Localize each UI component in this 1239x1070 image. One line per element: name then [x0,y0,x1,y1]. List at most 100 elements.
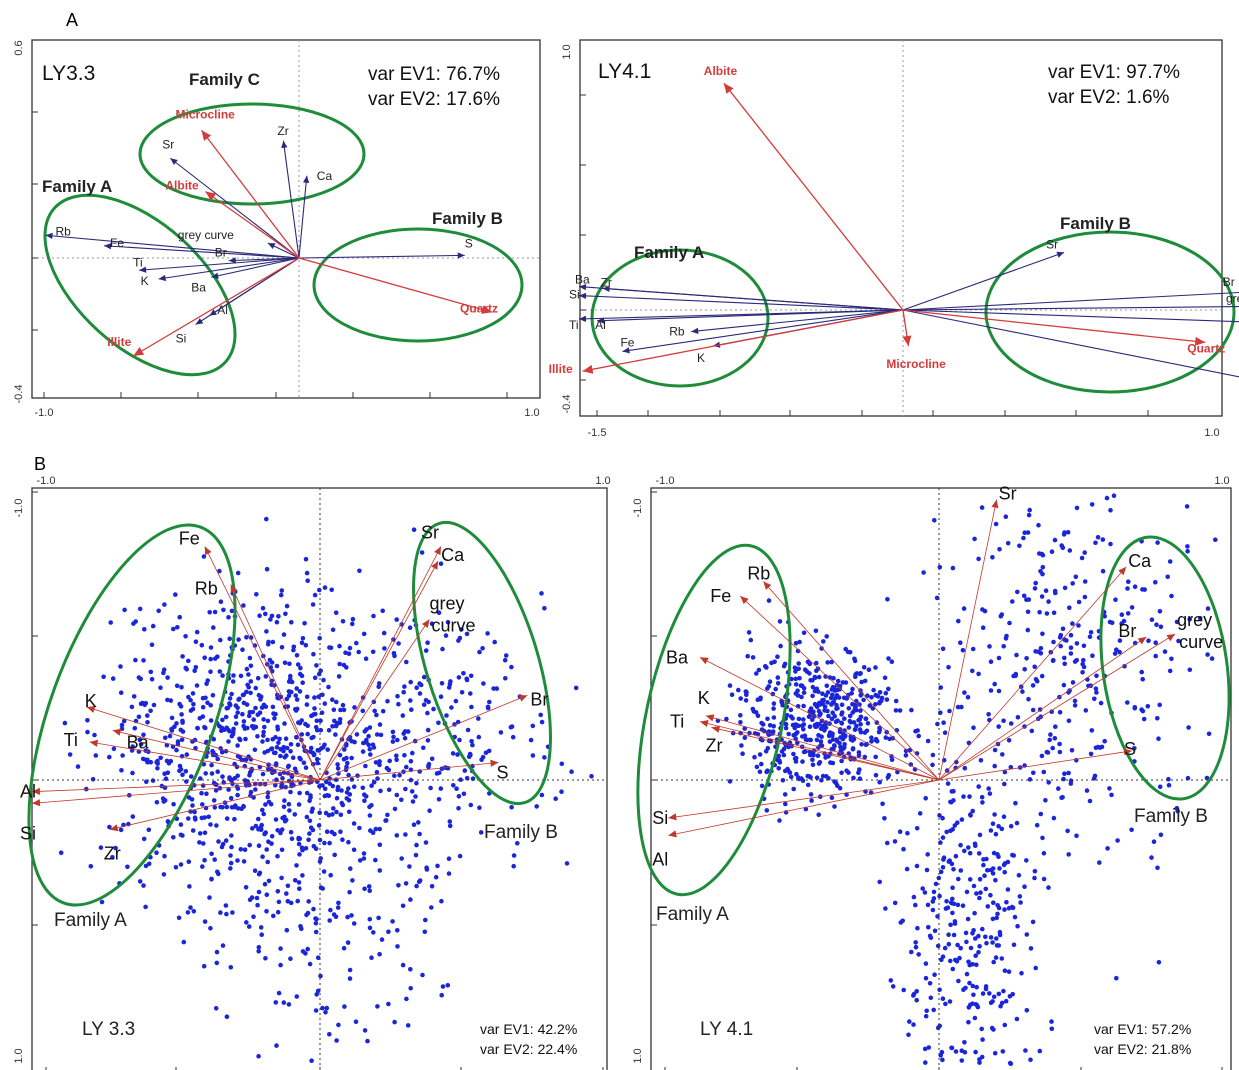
data-point [992,812,997,817]
data-point [207,895,212,900]
data-point [321,745,326,750]
family-b-ellipse [386,507,578,819]
data-point [1031,920,1036,925]
data-point [236,637,241,642]
data-point [918,811,923,816]
data-point [1027,597,1032,602]
data-point [101,675,106,680]
data-point [941,647,946,652]
data-point [138,879,143,884]
data-point [272,751,277,756]
data-point [183,634,188,639]
data-point [408,680,413,685]
data-point [458,854,463,859]
data-point [835,688,840,693]
data-point [1090,728,1095,733]
data-point [853,659,858,664]
data-point [1155,716,1160,721]
data-point [1061,627,1066,632]
data-point [395,793,400,798]
data-point [808,724,813,729]
data-point [539,591,544,596]
data-point [752,755,757,760]
data-point [973,936,978,941]
data-point [402,684,407,689]
data-point [1066,852,1071,857]
data-point [1052,611,1057,616]
data-point [794,641,799,646]
data-point [988,791,993,796]
data-point [1000,612,1005,617]
data-point [984,887,989,892]
data-point [1090,653,1095,658]
data-point [989,1001,994,1006]
data-point [447,856,452,861]
data-point [559,789,564,794]
data-point [989,935,994,940]
data-point [209,718,214,723]
data-point [936,944,941,949]
data-point [294,863,299,868]
data-point [403,736,408,741]
vector-label-part: curve [1179,632,1223,652]
data-point [936,1026,941,1031]
vector-label-part: grey [429,593,464,613]
data-point [190,797,195,802]
data-point [1028,777,1033,782]
data-point [277,900,282,905]
vector-fe-line [205,546,320,780]
data-point [806,783,811,788]
data-point [240,647,245,652]
data-point [941,996,946,1001]
data-point [314,921,319,926]
data-point [295,697,300,702]
data-point [413,794,418,799]
data-point [201,705,206,710]
data-point [396,883,401,888]
chart-title: LY4.1 [598,60,651,83]
data-point [977,896,982,901]
data-point [278,946,283,951]
data-point [261,772,266,777]
data-point [921,570,926,575]
data-point [145,720,150,725]
var-ev2: var EV2: 21.8% [1094,1041,1191,1057]
data-point [769,661,774,666]
data-point [765,808,770,813]
data-point [255,896,260,901]
scatter-ly33: -1.0 1.0 -1.0 1.0 FeRbKBaTiAlSiZrSrCagre… [0,475,611,1070]
data-point [791,752,796,757]
data-point [137,715,142,720]
data-point [867,667,872,672]
data-point [341,703,346,708]
data-point [377,952,382,957]
data-point [149,760,154,765]
data-point [297,802,302,807]
data-point [950,897,955,902]
data-point [944,830,949,835]
data-point [993,748,998,753]
data-point [815,738,820,743]
data-point [301,636,306,641]
data-point [1155,866,1160,871]
data-point [800,683,805,688]
data-point [447,871,452,876]
data-point [197,840,202,845]
data-point [990,940,995,945]
data-point [962,1040,967,1045]
data-point [220,774,225,779]
data-point [454,699,459,704]
data-point [371,742,376,747]
data-point [376,685,381,690]
data-point [842,696,847,701]
family-b-label: Family B [1060,214,1131,233]
data-point [317,823,322,828]
data-point [1088,799,1093,804]
vector-rb-head [691,328,698,334]
data-point [352,784,357,789]
data-point [948,959,953,964]
data-point [745,654,750,659]
data-point [1099,701,1104,706]
data-point [277,737,282,742]
data-point [785,767,790,772]
